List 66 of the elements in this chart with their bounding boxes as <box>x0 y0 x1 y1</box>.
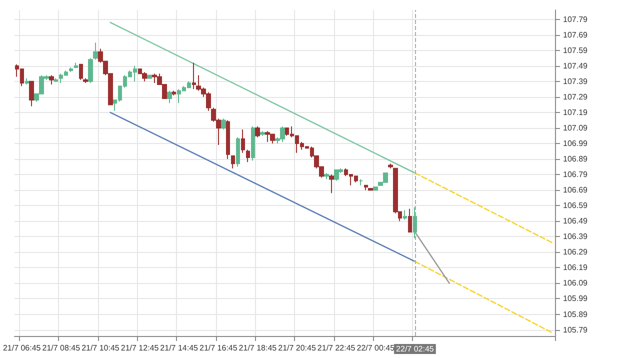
candlestick <box>359 178 363 186</box>
y-tick-label: 106.19 <box>563 263 588 272</box>
y-tick-label: 107.39 <box>563 76 588 86</box>
y-tick-label: 105.89 <box>563 310 588 319</box>
candlestick <box>167 90 172 104</box>
y-tick-label: 107.29 <box>563 92 588 102</box>
y-tick-label: 107.79 <box>563 14 588 24</box>
y-tick-label: 106.99 <box>563 139 588 148</box>
y-tick-label: 107.59 <box>563 46 588 55</box>
x-tick-label: 21/7 08:45 <box>42 344 81 352</box>
x-tick-label: 21/7 20:45 <box>278 344 316 352</box>
candlestick <box>226 120 230 160</box>
y-tick-label: 106.39 <box>563 232 588 242</box>
y-tick-label: 106.49 <box>563 216 588 226</box>
y-tick-label: 106.29 <box>563 248 588 257</box>
candlestick <box>255 126 260 138</box>
candlestick <box>246 149 250 163</box>
candlestick <box>49 74 54 86</box>
y-tick-label: 106.09 <box>563 278 588 288</box>
candlestick <box>368 188 373 191</box>
candlestick <box>324 172 329 180</box>
candlestick <box>74 62 78 68</box>
x-tick-label: 21/7 10:45 <box>82 344 120 352</box>
y-tick-label: 107.19 <box>563 108 588 117</box>
y-tick-label: 106.79 <box>563 170 588 180</box>
candlestick <box>329 174 334 194</box>
candlestick <box>79 64 83 80</box>
y-tick-label: 105.99 <box>563 294 588 304</box>
candlestick <box>364 184 368 191</box>
candlestick <box>251 126 255 162</box>
candlestick <box>172 90 176 96</box>
x-tick-label: 22/7 02:45 <box>396 344 434 354</box>
x-tick-label: 21/7 06:45 <box>2 344 42 352</box>
candlestick <box>54 78 58 82</box>
candlestick <box>334 169 339 182</box>
candlestick <box>373 186 378 191</box>
candlestick <box>25 78 29 86</box>
x-tick-label: 21/7 12:45 <box>120 344 160 352</box>
candlestick <box>408 208 412 232</box>
x-tick-label: 21/7 22:45 <box>317 344 356 352</box>
candlestick <box>241 129 245 154</box>
candlestick <box>231 155 235 169</box>
candlestick <box>221 118 226 130</box>
candlestick <box>88 58 93 84</box>
x-tick-label: 21/7 16:45 <box>199 344 238 352</box>
candlestick <box>147 74 152 79</box>
y-tick-label: 107.09 <box>563 123 588 132</box>
y-tick-label: 106.59 <box>563 201 588 210</box>
candlestick <box>403 210 407 220</box>
candlestick <box>69 66 73 73</box>
candlestick <box>260 130 265 136</box>
candlestick <box>192 62 196 90</box>
y-tick-label: 107.69 <box>563 30 588 40</box>
candlestick <box>236 136 240 168</box>
candlestick <box>142 72 147 82</box>
x-tick-label: 21/7 18:45 <box>238 344 278 352</box>
candlestick <box>413 206 417 239</box>
y-tick-label: 106.89 <box>563 154 588 164</box>
candlestick <box>388 163 393 169</box>
y-tick-label: 106.69 <box>563 186 588 195</box>
y-tick-label: 105.79 <box>563 325 588 334</box>
candlestick <box>93 42 98 60</box>
y-tick-label: 107.49 <box>563 61 588 70</box>
candlestick <box>83 78 88 84</box>
x-tick-label: 21/7 14:45 <box>160 344 199 352</box>
candlestick <box>29 80 34 107</box>
